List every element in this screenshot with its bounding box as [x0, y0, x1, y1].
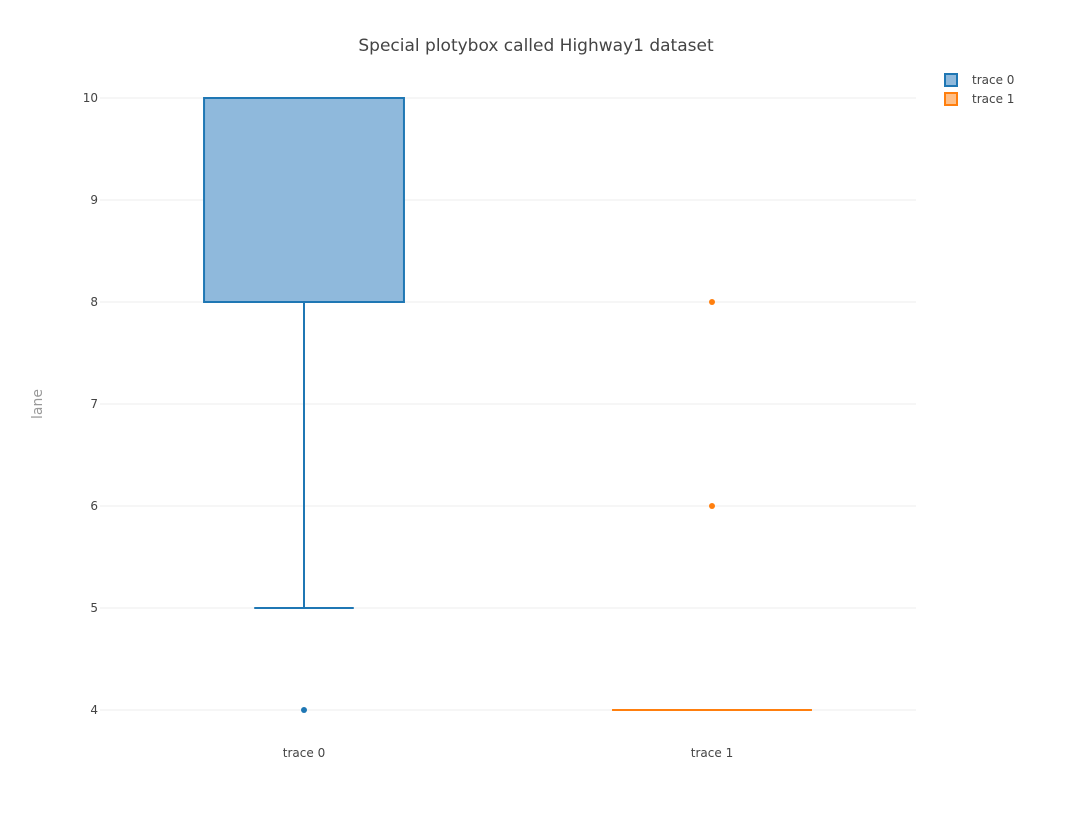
- legend-swatch-trace-1: [944, 91, 958, 106]
- legend-item-trace-0[interactable]: trace 0: [944, 70, 1014, 89]
- x-tick-label: trace 1: [691, 746, 733, 760]
- outlier-point: [709, 299, 715, 305]
- legend-item-trace-1[interactable]: trace 1: [944, 89, 1014, 108]
- y-tick-label: 10: [83, 91, 98, 105]
- legend: trace 0 trace 1: [944, 70, 1014, 108]
- y-tick-label: 5: [90, 601, 98, 615]
- legend-label: trace 0: [972, 72, 1015, 87]
- y-tick-label: 7: [90, 397, 98, 411]
- chart-title: Special plotybox called Highway1 dataset: [358, 36, 714, 56]
- x-tick-label: trace 0: [283, 746, 325, 760]
- y-tick-label: 9: [90, 193, 98, 207]
- y-tick-label: 4: [90, 703, 98, 717]
- y-tick-label: 8: [90, 295, 98, 309]
- outlier-point: [709, 503, 715, 509]
- legend-label: trace 1: [972, 91, 1015, 106]
- box-0: [203, 97, 405, 303]
- y-tick-label: 6: [90, 499, 98, 513]
- legend-swatch-trace-0: [944, 72, 958, 87]
- outlier-point: [301, 707, 307, 713]
